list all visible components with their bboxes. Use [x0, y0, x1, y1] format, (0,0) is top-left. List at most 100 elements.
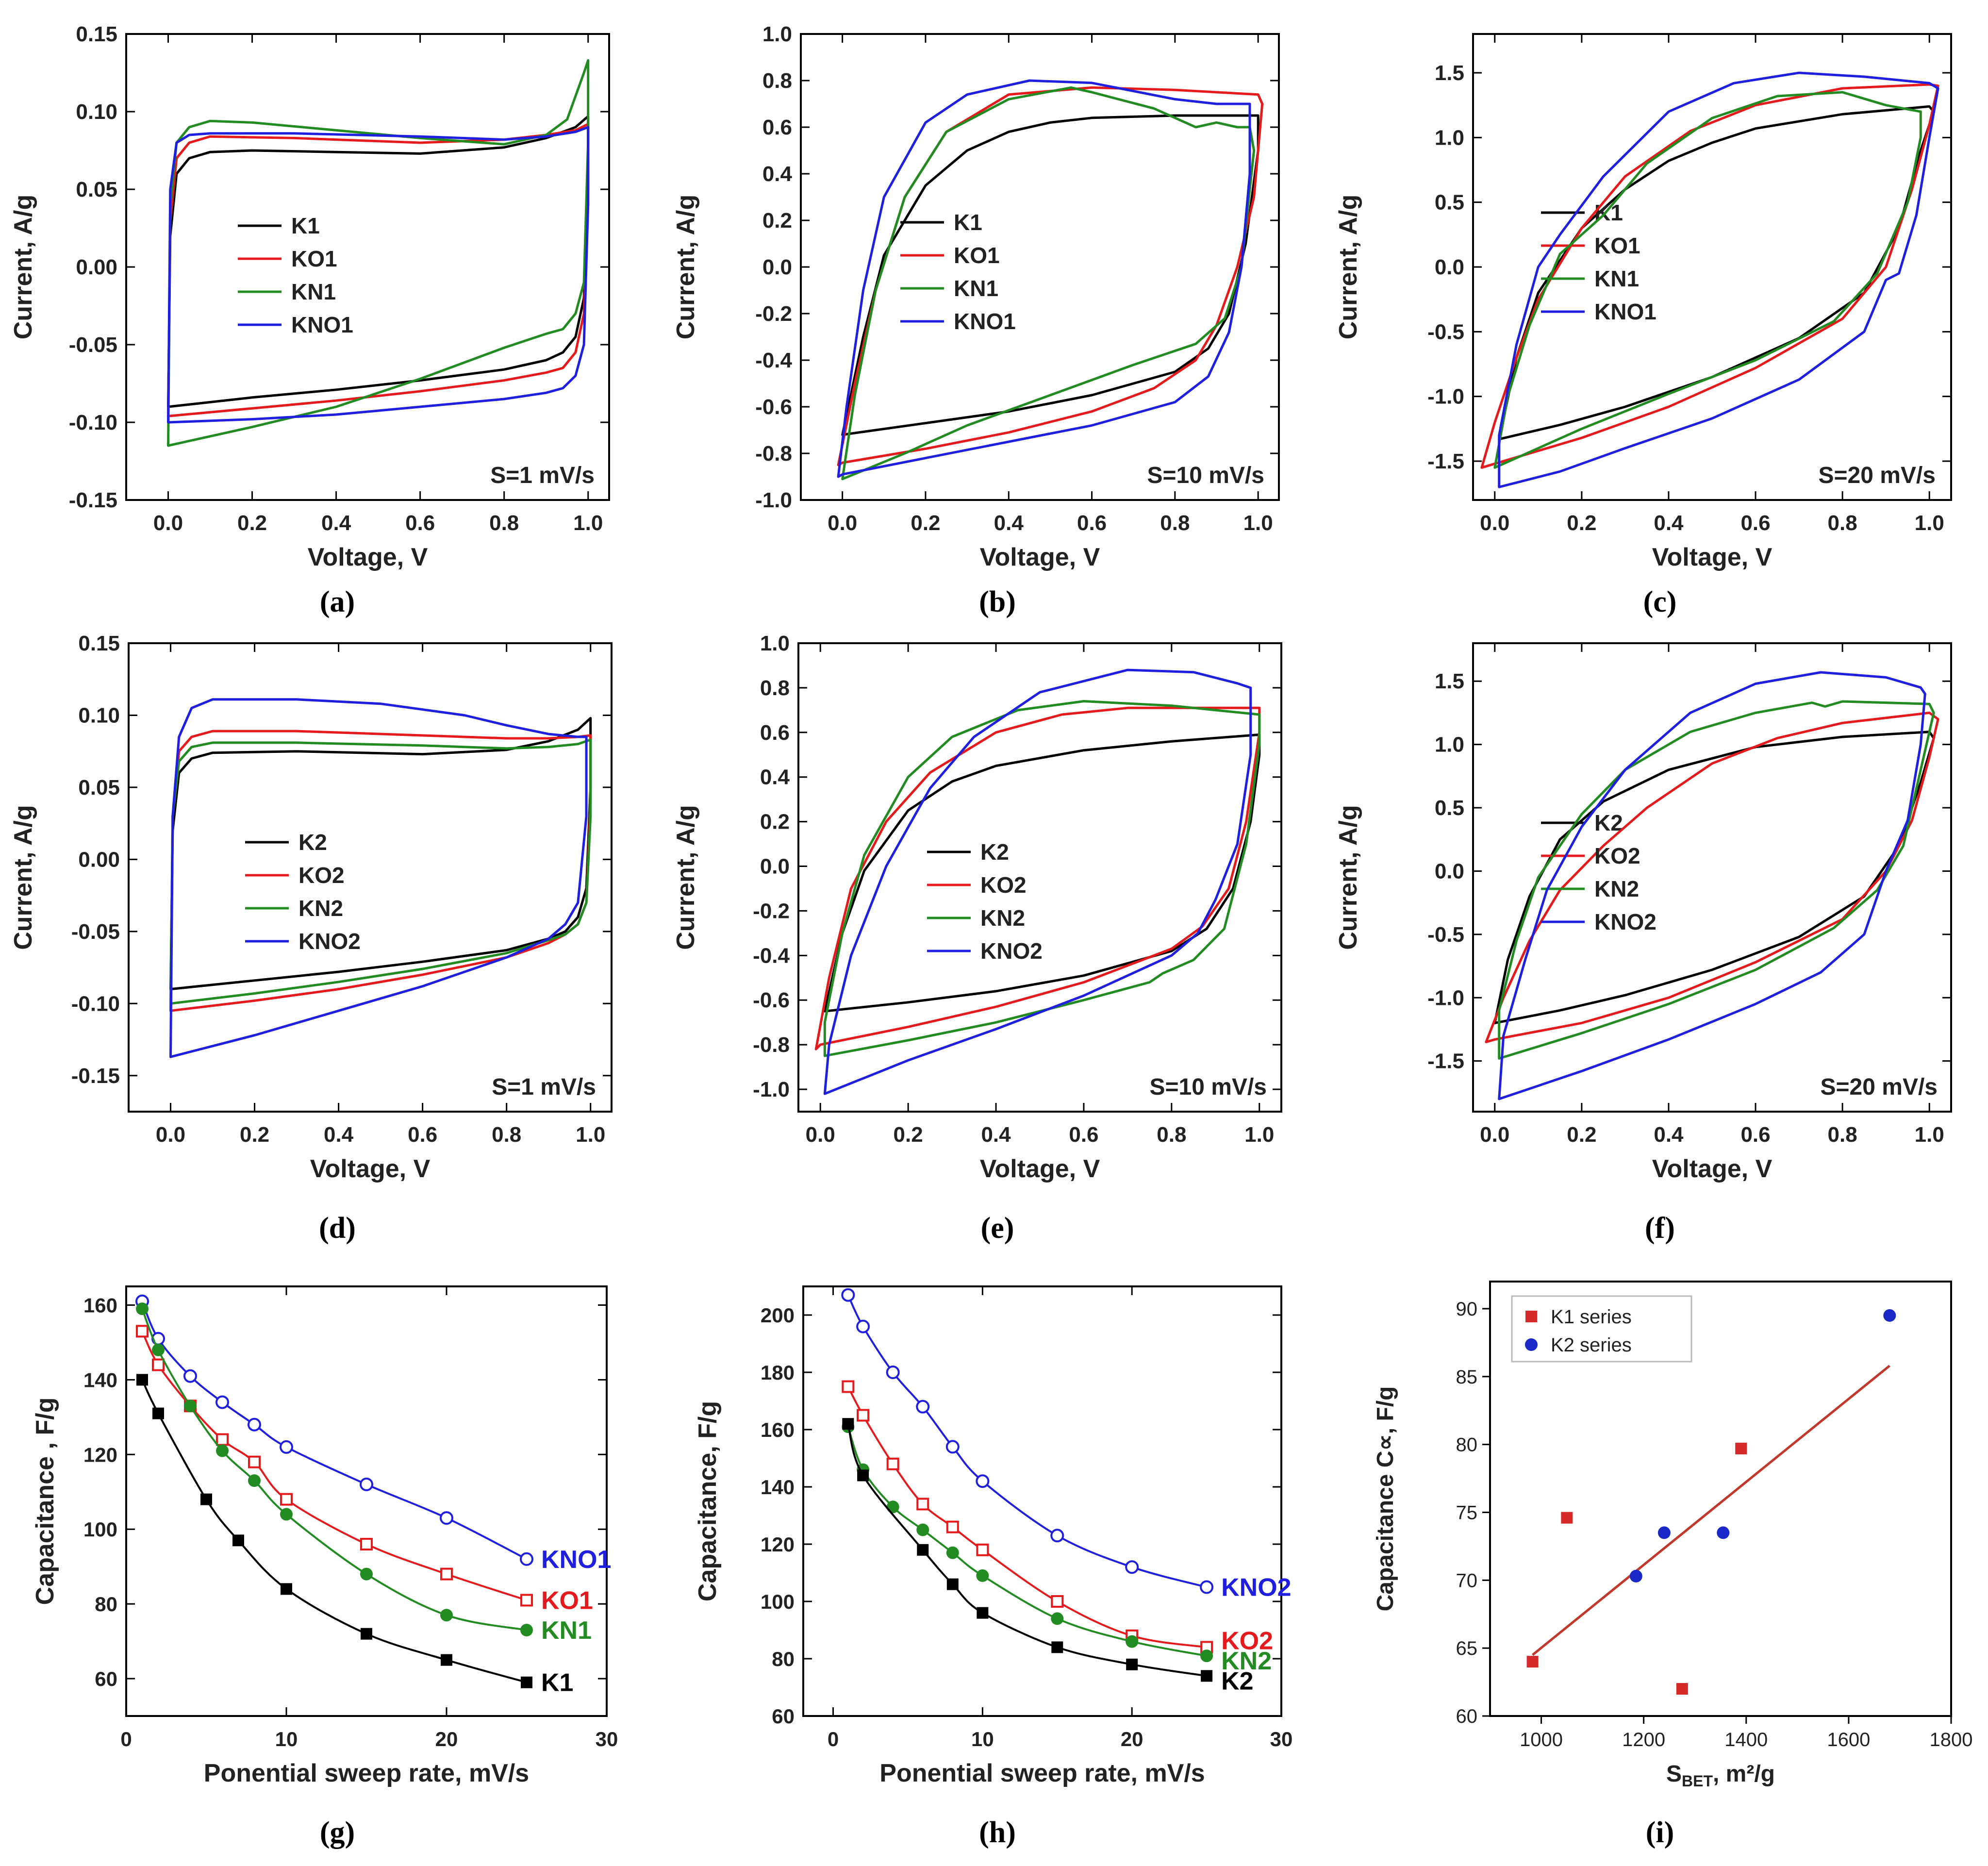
data-point-kn2	[976, 1569, 989, 1582]
legend-label-k1: K1	[1594, 200, 1623, 225]
data-point-ko1	[520, 1594, 533, 1607]
x-tick-label: 1.0	[1243, 511, 1273, 535]
y-tick-label: 1.5	[1435, 669, 1464, 693]
y-tick-label: 0.00	[76, 255, 117, 279]
data-point-kno2	[886, 1366, 900, 1379]
data-point-k1	[281, 1583, 292, 1595]
y-tick-label: -0.8	[755, 442, 792, 466]
data-point-kno1	[520, 1552, 533, 1566]
y-tick-label: 0.0	[760, 855, 790, 879]
legend-label-kno1: KNO1	[1594, 299, 1657, 324]
x-tick-label: 30	[1270, 1728, 1293, 1750]
y-tick-label: -0.10	[71, 992, 120, 1016]
data-point-kno1	[360, 1477, 373, 1491]
caption-g: (g)	[319, 1816, 355, 1849]
series-line-kno1	[1498, 71, 1939, 488]
series-label-kn1: KN1	[541, 1616, 592, 1645]
series-label-ko1: KO1	[541, 1586, 593, 1615]
x-tick-label: 1600	[1827, 1729, 1870, 1750]
fit-curve-k2	[847, 1423, 1207, 1677]
y-tick-label: -0.15	[71, 1064, 120, 1088]
y-tick-label: 90	[1456, 1299, 1478, 1320]
legend-marker-k2-series	[1525, 1338, 1538, 1351]
legend-label-ko1: KO1	[1594, 233, 1640, 258]
y-axis-label: Current, A/g	[1334, 805, 1362, 950]
series-line-kn2	[823, 700, 1261, 1057]
x-tick-label: 0.2	[894, 1123, 923, 1147]
y-tick-label: -1.5	[1427, 1050, 1464, 1073]
panel-g-capacitance-chart: 0 10 20 30 60 80 100 120 140 160 Ponential sweep r…	[31, 1285, 618, 1787]
panel-i-capacitance-vs-sbet-chart: 1000 1200 1400 1600 1800 60 65 70 75 80 85 90 SBET, …	[1373, 1281, 1973, 1790]
x-tick-label: 1.0	[576, 1123, 605, 1147]
x-tick-label: 0.8	[1160, 511, 1190, 535]
legend-box	[1511, 1295, 1692, 1363]
x-tick-label: 0.6	[408, 1123, 437, 1147]
data-point-ko2	[1051, 1595, 1064, 1608]
x-tick-label: 0.4	[994, 511, 1024, 535]
scan-rate-annotation: S=10 mV/s	[1147, 463, 1265, 488]
scan-rate-annotation: S=1 mV/s	[490, 463, 595, 488]
data-point-k2-series	[1657, 1526, 1671, 1539]
y-axis-label: Current, A/g	[672, 805, 700, 950]
x-tick-label: 0.6	[405, 511, 435, 535]
y-tick-label: 120	[83, 1443, 117, 1466]
data-point-k1	[441, 1654, 452, 1666]
data-point-k2-series	[1629, 1569, 1642, 1583]
y-tick-label: 0.8	[760, 676, 790, 700]
legend-label-kn2: KN2	[1594, 876, 1639, 901]
data-point-kno1	[440, 1511, 453, 1525]
y-tick-label: -1.0	[755, 488, 792, 512]
x-tick-label: 1.0	[1244, 1123, 1274, 1147]
data-point-kno1	[183, 1369, 197, 1383]
data-point-kn2	[1200, 1649, 1213, 1663]
y-tick-label: 160	[761, 1418, 795, 1441]
x-axis-label: SBET, m²/g	[1666, 1761, 1775, 1790]
x-axis-label-subscript: BET	[1682, 1772, 1713, 1790]
y-axis-label: Current, A/g	[9, 805, 37, 950]
data-point-ko1	[440, 1567, 453, 1581]
caption-c: (c)	[1643, 585, 1677, 618]
fit-curve-ko1	[141, 1331, 527, 1601]
data-point-k2	[857, 1469, 869, 1482]
x-axis-label: Ponential sweep rate, mV/s	[204, 1759, 529, 1787]
y-tick-label: 0.6	[760, 721, 790, 745]
y-tick-label: 0.0	[1435, 859, 1464, 883]
x-axis-label-suffix: , m²/g	[1713, 1761, 1775, 1787]
plot-frame	[797, 642, 1282, 1113]
data-point-k1-series	[1561, 1512, 1573, 1524]
y-tick-label: 60	[772, 1705, 795, 1728]
legend-label-kn2: KN2	[980, 905, 1025, 931]
data-point-kn1	[360, 1567, 373, 1581]
legend-label-k2: K2	[298, 830, 327, 855]
data-point-ko2	[916, 1498, 929, 1511]
y-tick-label: -0.6	[753, 988, 790, 1012]
legend-label-kno2: KNO2	[1594, 909, 1657, 934]
series-line-kn2	[169, 738, 592, 1005]
panel-e-cv-chart: 0.0 0.2 0.4 0.6 0.8 1.0 -1.0 -0.8 -0.6 -0.4 -0.2 0.…	[672, 632, 1282, 1183]
x-tick-label: 0.2	[240, 1123, 269, 1147]
y-tick-label: 0.2	[762, 209, 792, 233]
panel-f-cv-chart: 0.0 0.2 0.4 0.6 0.8 1.0 -1.5 -1.0 -0.5 0.0 0.5 1.0 1…	[1334, 642, 1952, 1183]
data-point-kn1	[152, 1343, 165, 1356]
data-point-ko2	[886, 1457, 899, 1470]
series-line-ko2	[169, 730, 592, 1012]
x-axis-label-main: S	[1666, 1761, 1682, 1787]
data-point-ko2	[857, 1409, 870, 1422]
y-tick-label: 120	[761, 1533, 795, 1556]
data-point-k1	[136, 1374, 148, 1386]
data-point-ko1	[152, 1358, 165, 1371]
legend-label-kno1: KNO1	[291, 312, 353, 337]
legend-label-k1: K1	[954, 210, 982, 235]
x-tick-label: 10	[971, 1728, 994, 1750]
series-label-kno2: KNO2	[1221, 1574, 1291, 1602]
fit-curve-kn1	[141, 1308, 527, 1631]
fit-curve-k1	[141, 1379, 527, 1683]
legend-label-kn1: KN1	[954, 276, 998, 301]
data-point-kno2	[916, 1400, 930, 1414]
legend-label-ko2: KO2	[1594, 843, 1640, 868]
x-tick-label: 1800	[1930, 1729, 1973, 1750]
series-line-k1	[1498, 105, 1935, 441]
series-line-kno2	[823, 668, 1252, 1095]
panel-d-cv-chart: 0.0 0.2 0.4 0.6 0.8 1.0 -0.15 -0.10 -0.05 0.00 0.0…	[9, 632, 613, 1183]
series-label-kn2: KN2	[1221, 1647, 1272, 1675]
